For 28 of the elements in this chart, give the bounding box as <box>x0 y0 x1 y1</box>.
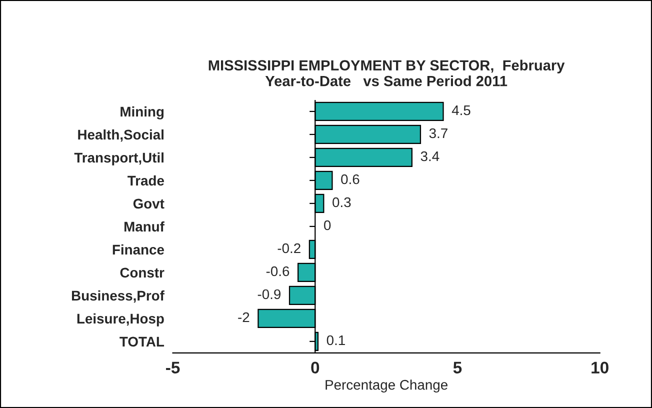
data-label: 0.1 <box>326 335 345 346</box>
data-label: -0.2 <box>278 243 300 254</box>
y-tick-label: Constr <box>120 268 164 278</box>
y-tick-label: Manuf <box>124 221 164 232</box>
data-label: 3.7 <box>429 128 448 138</box>
y-tick-label: Finance <box>112 244 164 255</box>
x-axis-title: Percentage Change <box>326 380 448 393</box>
y-tick-label: Govt <box>133 198 164 209</box>
y-tick-label: TOTAL <box>120 336 164 347</box>
y-tick-label: Leisure,Hosp <box>77 313 164 326</box>
x-tick-label: -5 <box>166 362 180 374</box>
y-tick-label: Transport,Util <box>74 152 164 166</box>
data-label: -0.6 <box>266 266 290 276</box>
data-label: 0 <box>324 220 331 230</box>
y-tick-label: Mining <box>120 106 164 120</box>
x-tick-label: 0 <box>311 362 320 374</box>
x-tick-label: 10 <box>592 362 608 374</box>
y-tick-label: Health,Social <box>78 129 164 142</box>
data-label: 0.3 <box>332 197 351 208</box>
data-label: 4.5 <box>452 105 470 116</box>
data-label: 3.4 <box>420 151 440 162</box>
data-label: 0.6 <box>341 174 360 184</box>
data-label: -2 <box>238 312 250 322</box>
x-tick-label: 5 <box>453 362 462 374</box>
data-label: -0.9 <box>258 289 281 300</box>
y-tick-label: Business,Prof <box>72 290 164 303</box>
y-tick-label: Trade <box>128 175 164 186</box>
chart-title: MISSISSIPPI EMPLOYMENT BY SECTOR, February Year-to-Date vs Same Period 2011 <box>208 60 565 86</box>
